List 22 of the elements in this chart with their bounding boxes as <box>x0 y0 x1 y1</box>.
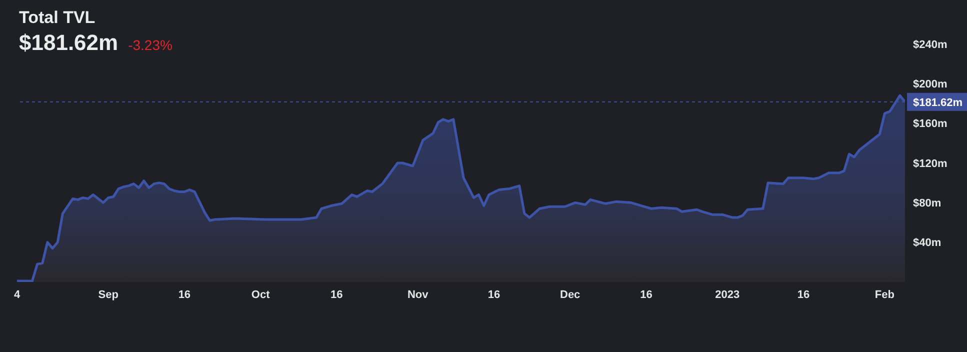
x-tick-label: 16 <box>488 288 500 301</box>
x-tick-label: 16 <box>797 288 810 301</box>
ref-line-label: $181.62m <box>913 96 963 109</box>
x-tick-label: Sep <box>98 288 119 301</box>
x-tick-label: Nov <box>407 288 430 301</box>
y-tick-label: $120m <box>913 158 948 170</box>
chart-subtitle: $181.62m <box>19 30 118 56</box>
y-tick-label: $80m <box>913 198 942 210</box>
x-tick-label: Oct <box>251 288 270 301</box>
annotation: -3.23% <box>128 37 172 53</box>
x-tick-label: 16 <box>640 288 652 301</box>
x-tick-label: 16 <box>178 288 191 301</box>
x-tick-label: 2023 <box>715 288 740 301</box>
x-tick-label: Dec <box>560 288 580 301</box>
chart-title: Total TVL <box>19 8 96 28</box>
y-tick-label: $200m <box>913 78 948 91</box>
x-tick-label: 4 <box>14 288 21 301</box>
x-tick-label: Feb <box>874 288 895 301</box>
y-tick-label: $40m <box>913 237 942 250</box>
y-tick-label: $240m <box>913 38 948 51</box>
x-tick-label: 16 <box>330 288 343 301</box>
y-tick-label: $160m <box>913 118 948 130</box>
